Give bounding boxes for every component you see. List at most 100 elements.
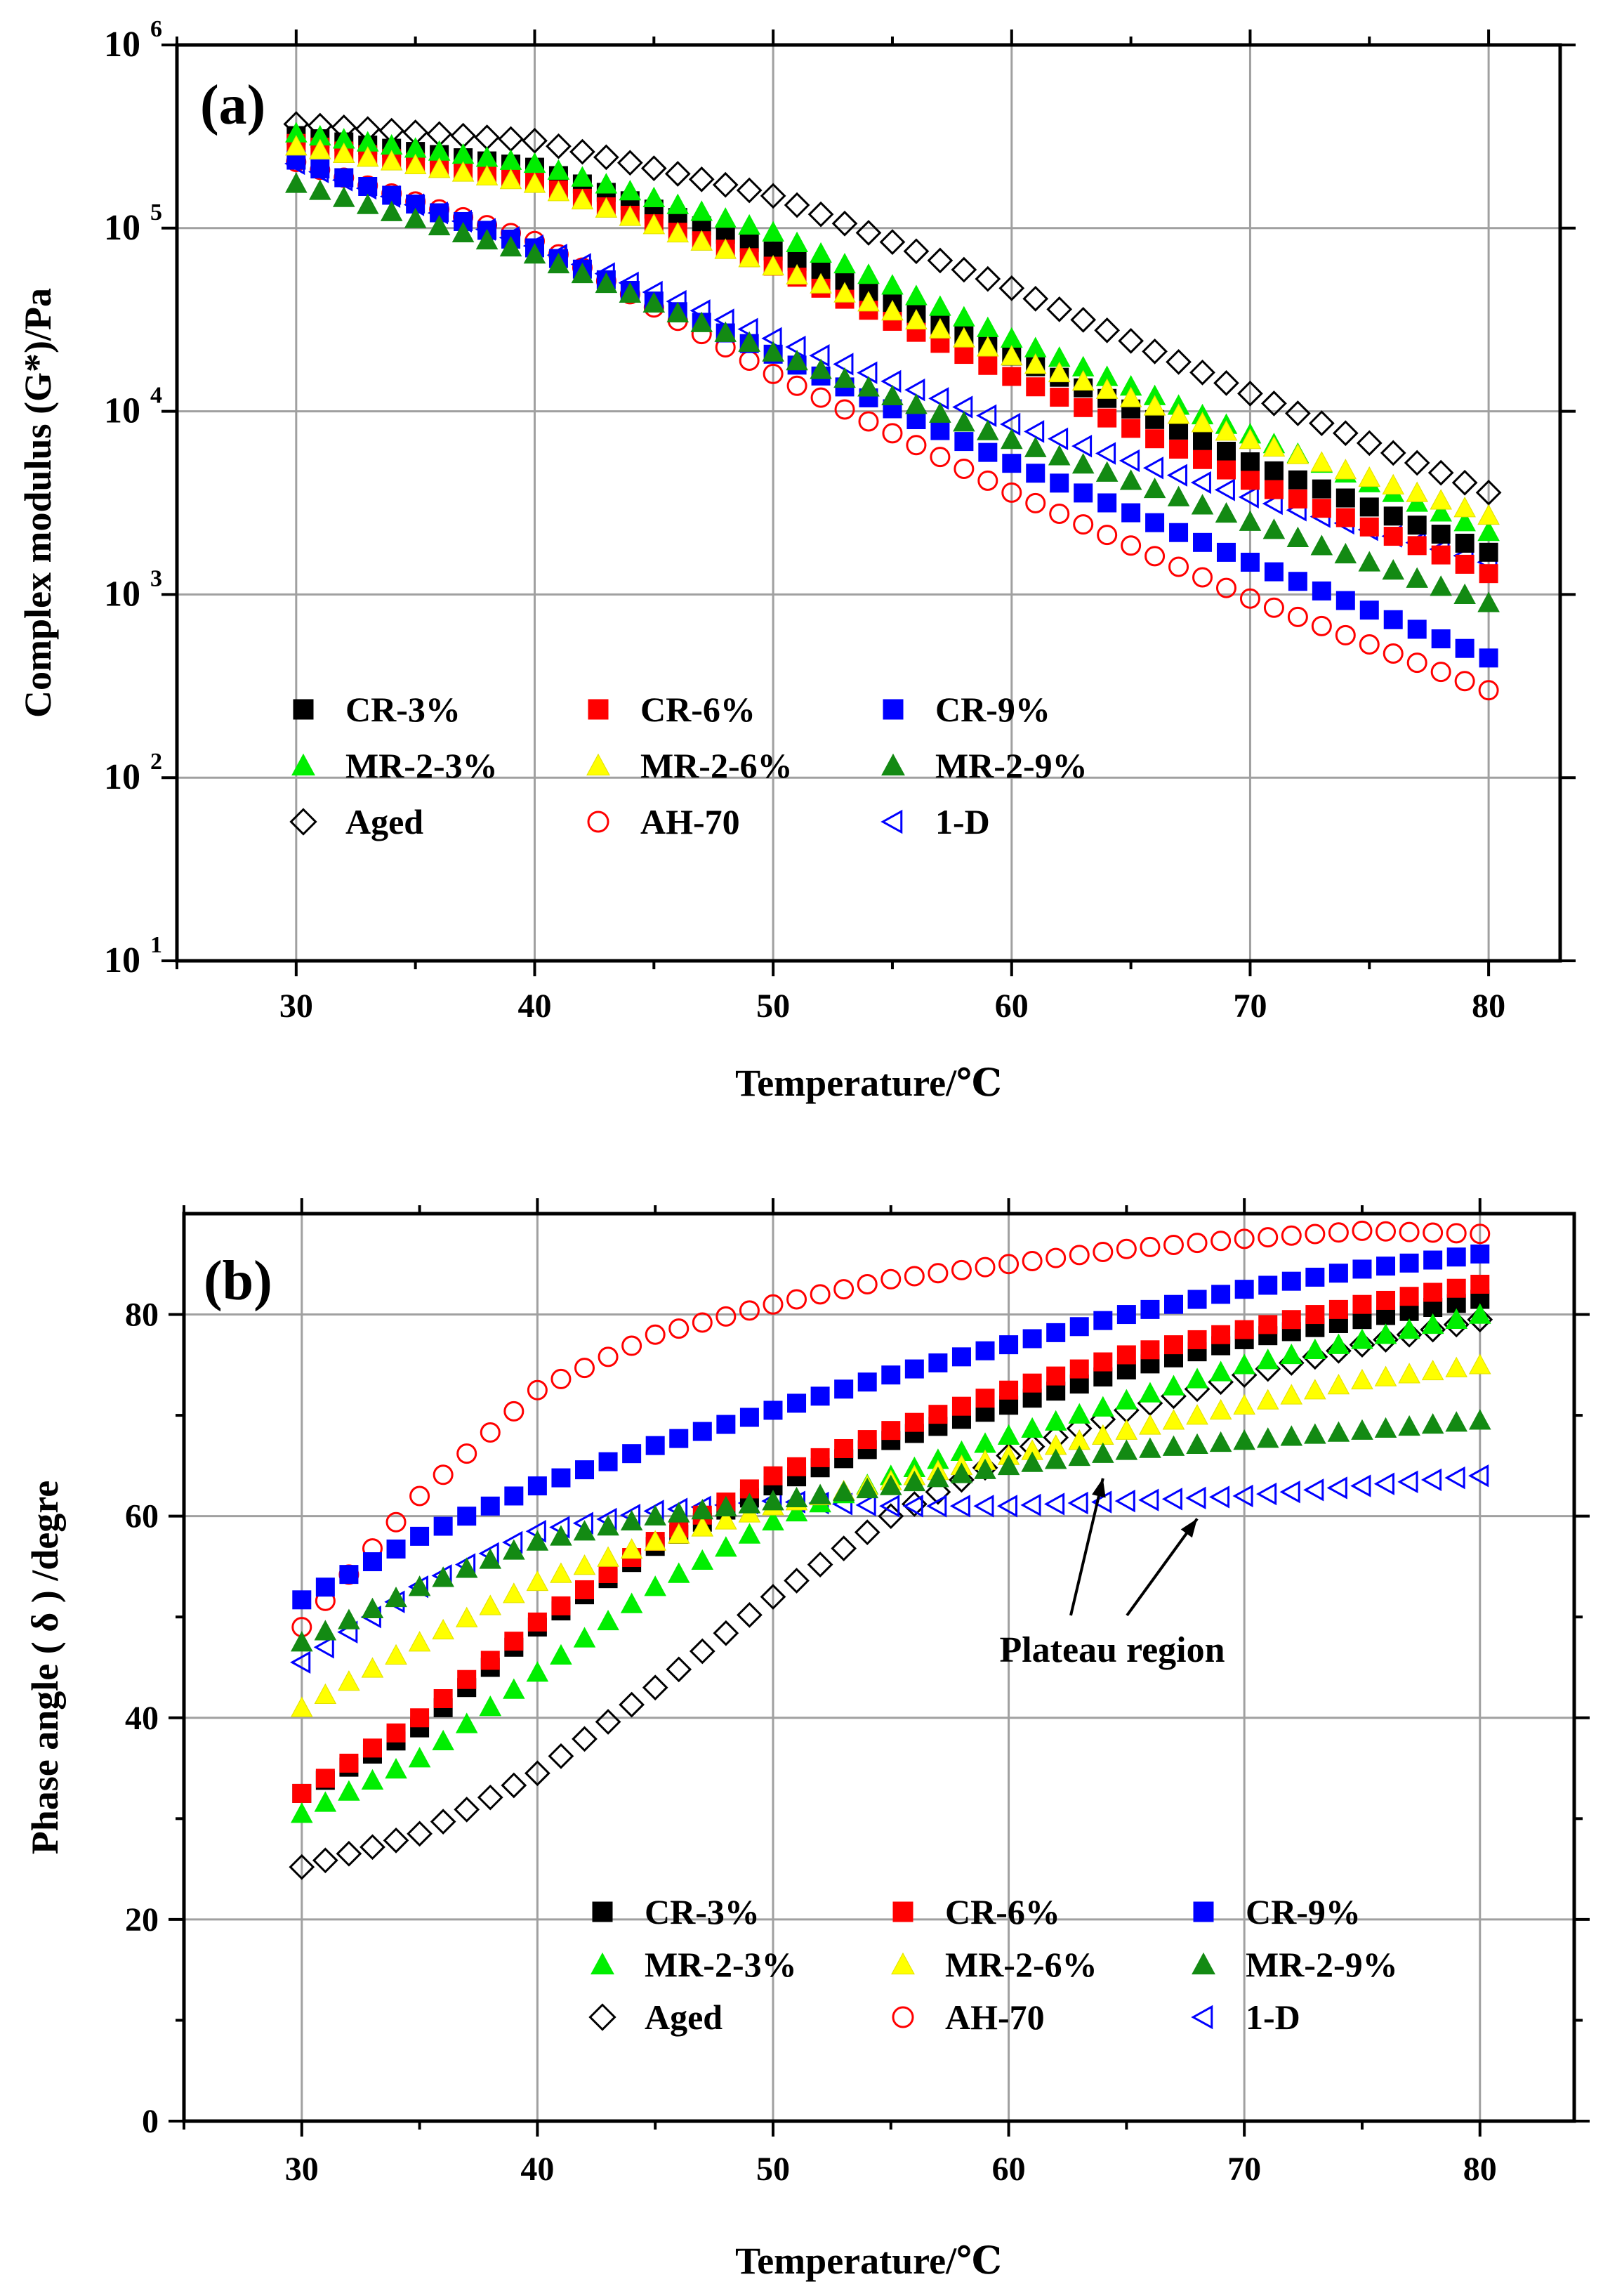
data-point [1239, 428, 1262, 450]
data-point [1454, 671, 1475, 692]
data-point [314, 1620, 337, 1641]
data-point [1115, 1389, 1138, 1410]
data-point [338, 1670, 360, 1691]
data-point [930, 447, 951, 468]
data-point [1383, 527, 1403, 546]
data-point [1216, 542, 1236, 562]
data-point [1397, 1470, 1418, 1494]
data-point [1305, 1305, 1325, 1325]
data-point [1468, 1303, 1491, 1324]
data-point [879, 1495, 900, 1518]
data-point [977, 470, 998, 491]
data-point [451, 221, 475, 243]
data-point [1067, 1491, 1088, 1515]
legend-label: CR-6% [945, 1892, 1060, 1931]
data-point [1308, 410, 1335, 436]
data-point [574, 1358, 595, 1379]
data-point [954, 345, 974, 365]
data-point [1114, 1489, 1135, 1513]
data-point [291, 1802, 313, 1823]
data-point [291, 1631, 313, 1652]
data-point [714, 238, 737, 259]
data-point [503, 1400, 525, 1422]
data-point [689, 1638, 715, 1665]
data-point [690, 200, 713, 221]
data-point [1444, 1466, 1465, 1490]
data-point [1303, 1478, 1324, 1502]
data-point [1001, 327, 1023, 348]
data-point [1142, 338, 1168, 365]
data-point [383, 1827, 409, 1854]
data-point [1470, 1224, 1491, 1245]
data-point [312, 1847, 338, 1874]
data-point [1430, 501, 1452, 522]
data-point [1050, 388, 1069, 407]
y-tick-label: 80 [125, 1297, 159, 1334]
data-point [1478, 680, 1499, 701]
data-point [1070, 306, 1097, 333]
data-point [572, 1726, 598, 1752]
data-point [645, 1324, 666, 1345]
panel-b-label: (b) [204, 1250, 272, 1312]
data-point [1334, 459, 1357, 480]
data-point [595, 197, 618, 218]
data-point [598, 1563, 618, 1583]
data-point [1263, 597, 1284, 618]
data-point [953, 411, 975, 432]
data-point [1049, 503, 1070, 524]
data-point [1186, 1433, 1208, 1454]
data-point [432, 1618, 454, 1640]
data-point [1264, 480, 1284, 499]
x-tick-label: 70 [1227, 2151, 1261, 2188]
y-tick-label: 60 [125, 1498, 159, 1535]
data-point [928, 1263, 949, 1284]
x-tick-label: 40 [517, 988, 551, 1025]
data-point [1022, 1329, 1042, 1349]
panel-a-y-axis-title: Complex modulus (G*)/Pa [17, 288, 59, 718]
data-point [455, 1557, 478, 1578]
data-point [1304, 1338, 1326, 1360]
data-point [1193, 431, 1213, 450]
data-point [1166, 348, 1192, 375]
data-point [976, 404, 997, 427]
data-point [1240, 471, 1260, 490]
data-point [881, 384, 904, 405]
data-point [1169, 523, 1189, 542]
data-point [833, 252, 856, 274]
data-point [1423, 1250, 1443, 1270]
legend-label: Aged [345, 802, 423, 841]
legend-label: CR-3% [645, 1892, 760, 1931]
data-point [1237, 380, 1263, 407]
data-point [1376, 1221, 1397, 1242]
data-point [1097, 525, 1118, 546]
data-point [479, 1695, 502, 1717]
data-point [1352, 1220, 1373, 1241]
data-point [619, 180, 642, 201]
data-point [644, 1530, 666, 1551]
data-point [1399, 1287, 1419, 1306]
data-point [1288, 470, 1307, 490]
data-point [1163, 1294, 1183, 1314]
data-point [1068, 1445, 1091, 1467]
data-point [1304, 1379, 1326, 1400]
data-point [644, 1575, 666, 1596]
data-point [339, 1565, 359, 1585]
data-point [1046, 1323, 1066, 1342]
data-point [738, 1493, 761, 1514]
data-point [1191, 494, 1214, 515]
data-point [1406, 652, 1427, 674]
data-point [313, 1636, 334, 1659]
data-point [1430, 489, 1452, 510]
grid [184, 1214, 1574, 2121]
data-point [1286, 526, 1310, 547]
data-point [1169, 439, 1189, 459]
data-point [1115, 1439, 1138, 1460]
data-point [950, 1462, 973, 1483]
data-point [1326, 1476, 1347, 1500]
data-point [525, 1760, 550, 1787]
data-point [1073, 514, 1094, 535]
data-point [975, 265, 1001, 292]
data-point [951, 1347, 971, 1367]
data-point [905, 308, 928, 330]
data-point [1069, 1317, 1089, 1337]
